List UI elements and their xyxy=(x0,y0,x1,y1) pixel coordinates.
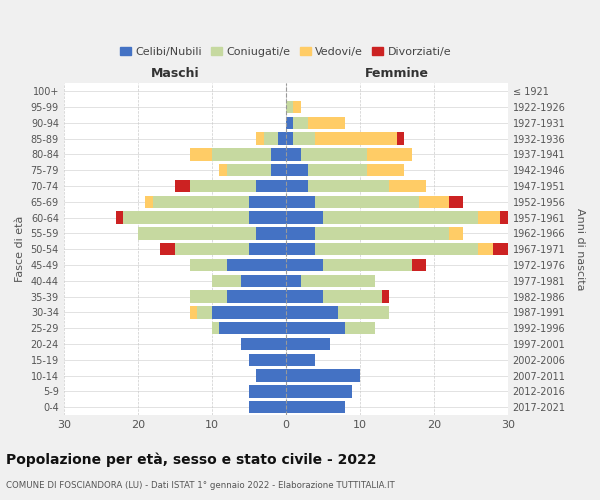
Bar xyxy=(286,212,323,224)
Bar xyxy=(190,290,227,303)
Bar xyxy=(500,212,508,224)
Y-axis label: Fasce di età: Fasce di età xyxy=(15,216,25,282)
Bar xyxy=(190,259,227,271)
Bar xyxy=(123,212,249,224)
Bar xyxy=(308,180,389,192)
Bar xyxy=(338,306,389,318)
Bar xyxy=(286,148,301,160)
Bar xyxy=(308,164,367,176)
Bar xyxy=(249,386,286,398)
Bar xyxy=(197,306,212,318)
Bar xyxy=(449,196,463,208)
Bar xyxy=(478,243,493,256)
Bar xyxy=(249,196,286,208)
Bar xyxy=(301,148,367,160)
Bar xyxy=(286,322,345,334)
Bar xyxy=(286,290,323,303)
Bar xyxy=(286,116,293,129)
Bar xyxy=(256,132,263,145)
Bar xyxy=(256,228,286,239)
Bar xyxy=(323,290,382,303)
Bar xyxy=(308,116,345,129)
Bar xyxy=(219,164,227,176)
Bar xyxy=(367,164,404,176)
Text: Popolazione per età, sesso e stato civile - 2022: Popolazione per età, sesso e stato civil… xyxy=(6,452,377,467)
Bar xyxy=(271,148,286,160)
Bar xyxy=(175,180,190,192)
Text: Maschi: Maschi xyxy=(151,67,199,80)
Bar xyxy=(249,401,286,413)
Bar xyxy=(286,196,316,208)
Text: Femmine: Femmine xyxy=(365,67,429,80)
Bar xyxy=(241,338,286,350)
Bar xyxy=(316,132,397,145)
Bar xyxy=(293,116,308,129)
Bar xyxy=(286,259,323,271)
Bar xyxy=(286,338,330,350)
Bar xyxy=(301,274,374,287)
Bar xyxy=(286,180,308,192)
Bar xyxy=(138,228,256,239)
Bar xyxy=(286,101,293,113)
Bar xyxy=(286,386,352,398)
Bar xyxy=(286,228,316,239)
Bar xyxy=(316,196,419,208)
Bar xyxy=(367,148,412,160)
Bar xyxy=(316,243,478,256)
Bar xyxy=(145,196,152,208)
Bar xyxy=(412,259,427,271)
Text: COMUNE DI FOSCIANDORA (LU) - Dati ISTAT 1° gennaio 2022 - Elaborazione TUTTITALI: COMUNE DI FOSCIANDORA (LU) - Dati ISTAT … xyxy=(6,481,395,490)
Bar xyxy=(389,180,427,192)
Bar xyxy=(212,274,241,287)
Bar xyxy=(419,196,449,208)
Bar xyxy=(175,243,249,256)
Legend: Celibi/Nubili, Coniugati/e, Vedovi/e, Divorziati/e: Celibi/Nubili, Coniugati/e, Vedovi/e, Di… xyxy=(116,42,455,62)
Bar xyxy=(293,132,316,145)
Bar xyxy=(116,212,123,224)
Bar xyxy=(286,243,316,256)
Bar xyxy=(227,290,286,303)
Bar xyxy=(227,259,286,271)
Bar xyxy=(286,354,316,366)
Bar xyxy=(286,164,308,176)
Bar xyxy=(271,164,286,176)
Bar xyxy=(190,180,256,192)
Bar xyxy=(249,354,286,366)
Bar xyxy=(449,228,463,239)
Bar xyxy=(160,243,175,256)
Bar xyxy=(227,164,271,176)
Bar xyxy=(493,243,508,256)
Bar xyxy=(286,370,360,382)
Bar xyxy=(212,306,286,318)
Bar xyxy=(323,212,478,224)
Bar xyxy=(219,322,286,334)
Bar xyxy=(212,322,219,334)
Bar xyxy=(256,180,286,192)
Bar xyxy=(316,228,449,239)
Bar xyxy=(190,306,197,318)
Bar xyxy=(263,132,278,145)
Bar xyxy=(382,290,389,303)
Bar xyxy=(286,401,345,413)
Bar xyxy=(286,132,293,145)
Bar xyxy=(190,148,212,160)
Bar xyxy=(212,148,271,160)
Bar xyxy=(293,101,301,113)
Bar xyxy=(397,132,404,145)
Bar xyxy=(278,132,286,145)
Bar xyxy=(478,212,500,224)
Y-axis label: Anni di nascita: Anni di nascita xyxy=(575,208,585,290)
Bar xyxy=(249,243,286,256)
Bar xyxy=(249,212,286,224)
Bar xyxy=(345,322,374,334)
Bar xyxy=(323,259,412,271)
Bar xyxy=(286,274,301,287)
Bar xyxy=(152,196,249,208)
Bar xyxy=(286,306,338,318)
Bar xyxy=(256,370,286,382)
Bar xyxy=(241,274,286,287)
